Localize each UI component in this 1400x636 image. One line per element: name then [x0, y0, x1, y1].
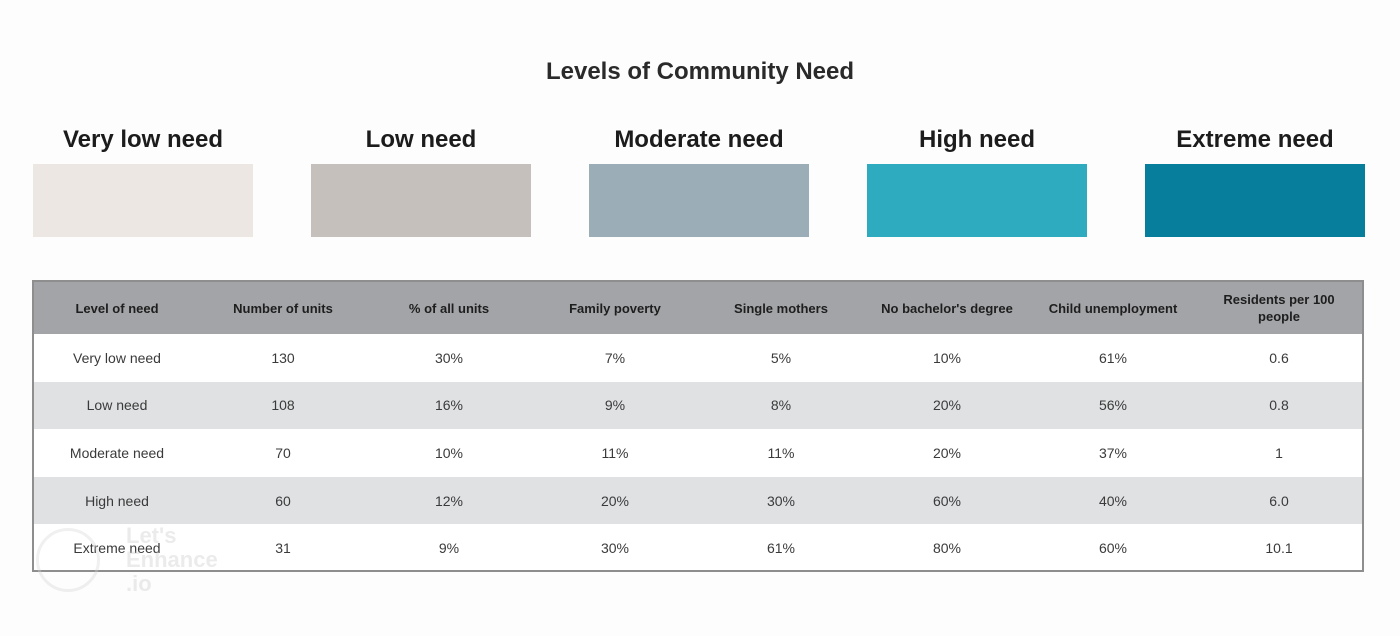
table-row: Moderate need 70 10% 11% 11% 20% 37% 1: [34, 429, 1362, 477]
column-header: Family poverty: [569, 300, 661, 316]
table-row: High need 60 12% 20% 30% 60% 40% 6.0: [34, 476, 1362, 525]
table-cell: 6.0: [1269, 492, 1289, 509]
column-header: No bachelor's degree: [881, 300, 1013, 316]
table-cell: 108: [271, 397, 295, 414]
column-header: % of all units: [408, 300, 490, 316]
table-cell: 12%: [434, 492, 464, 509]
legend-label: Moderate need: [614, 126, 784, 153]
table-cell: 61%: [1098, 349, 1128, 366]
table-cell: 30%: [434, 349, 464, 366]
table-cell: 11%: [601, 444, 629, 461]
table-cell: 10%: [434, 444, 464, 461]
table-cell: 8%: [770, 397, 792, 414]
legend-item-extreme: Extreme need: [1145, 120, 1365, 237]
table-cell: 20%: [932, 397, 962, 414]
table-cell: 60%: [932, 492, 962, 509]
table-cell: 30%: [600, 540, 630, 557]
legend-swatch: [311, 164, 531, 237]
column-header: Level of need: [75, 300, 159, 316]
table-cell: 130: [271, 349, 295, 366]
table-cell: Low need: [86, 397, 148, 414]
table-row: Very low need 130 30% 7% 5% 10% 61% 0.6: [34, 334, 1362, 382]
table-cell: 60%: [1098, 540, 1128, 557]
legend-item-low: Low need: [311, 120, 531, 237]
table-row: Extreme need 31 9% 30% 61% 80% 60% 10.1: [34, 524, 1362, 570]
table-cell: 56%: [1098, 397, 1128, 414]
table-cell: 70: [275, 444, 291, 461]
table-cell: 10%: [932, 349, 962, 366]
table-cell: 1: [1275, 444, 1283, 461]
column-header: Number of units: [233, 300, 333, 316]
table-cell: 80%: [932, 540, 962, 557]
need-level-legend: Very low need Low need Moderate need Hig…: [0, 120, 1400, 250]
legend-item-high: High need: [867, 120, 1087, 237]
table-cell: 20%: [932, 444, 962, 461]
table-cell: 31: [275, 540, 291, 557]
legend-label: High need: [918, 126, 1035, 153]
legend-label: Low need: [365, 126, 477, 153]
table-cell: 60: [275, 492, 291, 509]
page-title: Levels of Community Need: [545, 58, 855, 85]
legend-label: Extreme need: [1176, 126, 1334, 153]
legend-swatch: [867, 164, 1087, 237]
legend-swatch: [589, 164, 809, 237]
legend-label: Very low need: [62, 126, 224, 153]
table-header-row: Level of need Number of units % of all u…: [34, 282, 1362, 334]
table-cell: 9%: [438, 540, 460, 557]
table-cell: Very low need: [73, 349, 161, 366]
table-cell: 10.1: [1265, 540, 1293, 557]
column-header: Single mothers: [734, 300, 828, 316]
watermark-line: .io: [126, 571, 152, 596]
table-cell: Moderate need: [69, 444, 165, 461]
need-table: Level of need Number of units % of all u…: [32, 280, 1364, 572]
legend-item-very-low: Very low need: [33, 120, 253, 237]
table-cell: 0.6: [1269, 349, 1289, 366]
legend-item-moderate: Moderate need: [589, 120, 809, 237]
table-cell: 30%: [766, 492, 796, 509]
legend-swatch: [33, 164, 253, 237]
table-cell: 5%: [770, 349, 792, 366]
table-cell: 11%: [767, 444, 795, 461]
data-table: Level of need Number of units % of all u…: [34, 282, 1362, 570]
table-cell: 40%: [1098, 492, 1128, 509]
table-cell: 37%: [1098, 444, 1128, 461]
table-row: Low need 108 16% 9% 8% 20% 56% 0.8: [34, 381, 1362, 430]
table-cell: 0.8: [1269, 397, 1289, 414]
table-cell: Extreme need: [73, 540, 161, 557]
legend-swatch: [1145, 164, 1365, 237]
table-cell: 16%: [434, 397, 464, 414]
table-cell: High need: [85, 492, 149, 509]
column-header: Child unemployment: [1048, 300, 1178, 316]
column-header: Residents per 100 people: [1223, 292, 1335, 324]
table-cell: 7%: [604, 349, 626, 366]
table-cell: 20%: [600, 492, 630, 509]
table-cell: 61%: [766, 540, 796, 557]
table-cell: 9%: [604, 397, 626, 414]
